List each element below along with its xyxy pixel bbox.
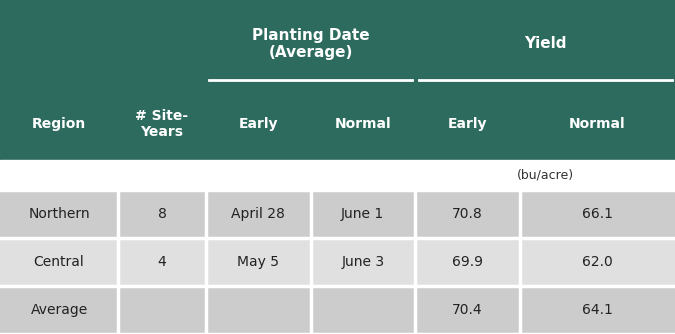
Text: Early: Early bbox=[238, 117, 278, 131]
Text: Planting Date
(Average): Planting Date (Average) bbox=[252, 28, 369, 60]
Text: Average: Average bbox=[30, 303, 88, 317]
Text: Northern: Northern bbox=[28, 207, 90, 221]
Bar bbox=[0, 160, 675, 190]
Text: Normal: Normal bbox=[335, 117, 391, 131]
Text: Central: Central bbox=[34, 255, 84, 269]
Text: June 3: June 3 bbox=[342, 255, 384, 269]
Text: June 1: June 1 bbox=[341, 207, 385, 221]
Text: 4: 4 bbox=[158, 255, 166, 269]
Text: 62.0: 62.0 bbox=[582, 255, 613, 269]
Text: 70.8: 70.8 bbox=[452, 207, 483, 221]
Bar bbox=[0, 286, 675, 334]
Text: 69.9: 69.9 bbox=[452, 255, 483, 269]
Text: # Site-
Years: # Site- Years bbox=[136, 109, 188, 139]
Bar bbox=[0, 0, 675, 160]
Text: April 28: April 28 bbox=[232, 207, 285, 221]
Text: 64.1: 64.1 bbox=[582, 303, 613, 317]
Text: May 5: May 5 bbox=[237, 255, 279, 269]
Text: 70.4: 70.4 bbox=[452, 303, 483, 317]
Bar bbox=[0, 238, 675, 286]
Text: Yield: Yield bbox=[524, 36, 566, 51]
Text: 8: 8 bbox=[157, 207, 167, 221]
Text: 66.1: 66.1 bbox=[582, 207, 613, 221]
Text: Early: Early bbox=[448, 117, 487, 131]
Text: Normal: Normal bbox=[569, 117, 626, 131]
Text: (bu/acre): (bu/acre) bbox=[516, 168, 574, 181]
Bar bbox=[0, 190, 675, 238]
Text: Region: Region bbox=[32, 117, 86, 131]
